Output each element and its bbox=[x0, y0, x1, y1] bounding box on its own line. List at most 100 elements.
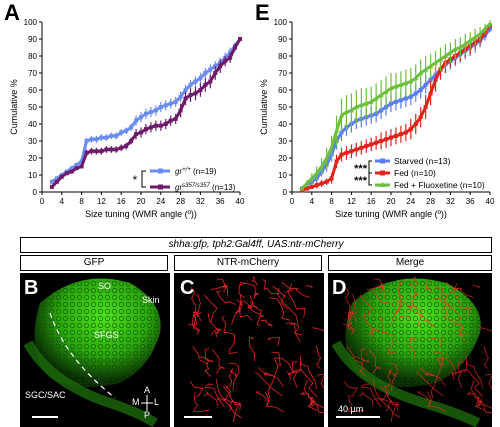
y-tick-label: 70 bbox=[28, 69, 37, 78]
x-tick-label: 28 bbox=[426, 197, 435, 206]
data-point bbox=[109, 147, 114, 152]
data-point bbox=[183, 88, 188, 92]
data-point bbox=[374, 140, 379, 145]
data-point bbox=[54, 176, 59, 181]
data-point bbox=[74, 162, 79, 167]
data-point bbox=[139, 130, 143, 135]
data-point bbox=[143, 111, 148, 116]
legend-marker bbox=[379, 182, 386, 187]
y-tick-label: 50 bbox=[278, 103, 287, 112]
data-point bbox=[163, 103, 168, 108]
panel-letter-b: B bbox=[24, 277, 39, 299]
legend-marker bbox=[380, 158, 385, 164]
data-point bbox=[143, 127, 148, 132]
data-point bbox=[467, 38, 473, 43]
x-tick-label: 36 bbox=[216, 197, 225, 206]
y-tick-label: 40 bbox=[278, 120, 287, 129]
data-point bbox=[84, 150, 89, 155]
data-point bbox=[104, 135, 109, 140]
y-tick-label: 10 bbox=[278, 171, 287, 180]
data-point bbox=[114, 147, 119, 152]
data-point bbox=[384, 137, 389, 142]
data-point bbox=[153, 108, 158, 113]
data-point bbox=[134, 118, 139, 123]
merge-image-red bbox=[342, 276, 492, 423]
data-point bbox=[213, 71, 218, 75]
data-point bbox=[309, 175, 315, 181]
y-axis-label: Cumulative % bbox=[259, 79, 269, 135]
x-tick-label: 0 bbox=[290, 197, 295, 206]
data-point bbox=[218, 64, 223, 69]
data-point bbox=[408, 127, 413, 132]
data-point bbox=[74, 166, 79, 171]
data-point bbox=[324, 179, 329, 184]
data-point bbox=[368, 99, 374, 104]
data-point bbox=[228, 55, 233, 60]
data-point bbox=[304, 186, 309, 191]
y-tick-label: 80 bbox=[28, 52, 37, 61]
data-point bbox=[324, 155, 330, 160]
x-tick-label: 12 bbox=[347, 197, 356, 206]
data-point bbox=[114, 133, 119, 138]
data-point bbox=[198, 76, 203, 81]
chart-a: 0 10 20 30 40 50 60 70 80 90 100 0 4 8 12 16 20 24 28 32 36 4… bbox=[9, 18, 245, 219]
panel-letter-d: D bbox=[332, 277, 347, 299]
x-tick-label: 16 bbox=[117, 197, 126, 206]
data-point bbox=[69, 166, 74, 171]
data-point bbox=[334, 159, 339, 164]
data-point bbox=[59, 174, 64, 179]
x-tick-label: 40 bbox=[236, 197, 245, 206]
data-point bbox=[64, 171, 69, 176]
data-point bbox=[487, 21, 493, 26]
legend-marker bbox=[380, 170, 385, 176]
data-point bbox=[329, 176, 334, 181]
data-point bbox=[183, 96, 188, 101]
orientation-cross-icon bbox=[141, 395, 153, 411]
data-point bbox=[158, 123, 163, 128]
micrograph-merge: D 40 µm bbox=[328, 273, 492, 427]
data-point bbox=[203, 71, 208, 75]
data-point bbox=[168, 118, 173, 123]
scale-bar bbox=[184, 416, 212, 418]
data-point bbox=[418, 115, 423, 120]
data-point bbox=[104, 147, 109, 152]
data-point bbox=[329, 145, 335, 150]
data-point bbox=[359, 145, 364, 150]
y-tick-label: 60 bbox=[278, 86, 287, 95]
data-point bbox=[188, 82, 193, 87]
data-point bbox=[428, 91, 433, 96]
panel-letter-a: A bbox=[4, 0, 20, 25]
data-point bbox=[203, 82, 208, 87]
significance-bracket bbox=[368, 172, 372, 186]
data-point bbox=[178, 108, 183, 113]
x-tick-label: 0 bbox=[40, 197, 45, 206]
data-point bbox=[69, 169, 74, 174]
x-tick-label: 24 bbox=[156, 197, 165, 206]
legend-label: grs357/s357 (n=13) bbox=[175, 183, 236, 192]
x-tick-label: 20 bbox=[137, 197, 146, 206]
data-point bbox=[428, 63, 434, 69]
data-point bbox=[99, 135, 104, 140]
axis-label-p: P bbox=[144, 410, 151, 420]
y-tick-label: 30 bbox=[278, 137, 287, 146]
data-point bbox=[233, 45, 238, 50]
data-point bbox=[198, 88, 203, 92]
y-axis-label: Cumulative % bbox=[9, 79, 19, 135]
x-tick-label: 4 bbox=[60, 197, 65, 206]
data-point bbox=[124, 144, 129, 149]
data-point bbox=[343, 109, 349, 115]
data-point bbox=[188, 93, 193, 98]
data-point bbox=[393, 133, 398, 138]
data-point bbox=[418, 88, 423, 92]
data-point bbox=[109, 133, 114, 138]
legend-marker bbox=[158, 168, 163, 174]
micrograph-gfp: B SO Skin SFGS SGC/SAC A M L P bbox=[20, 273, 170, 427]
significance-bracket bbox=[141, 170, 146, 188]
significance-bracket bbox=[368, 160, 372, 174]
data-point bbox=[373, 96, 379, 101]
y-tick-label: 100 bbox=[274, 18, 288, 27]
y-tick-label: 20 bbox=[28, 154, 37, 163]
data-point bbox=[158, 105, 163, 109]
data-point bbox=[94, 149, 99, 154]
x-tick-label: 20 bbox=[387, 197, 396, 206]
